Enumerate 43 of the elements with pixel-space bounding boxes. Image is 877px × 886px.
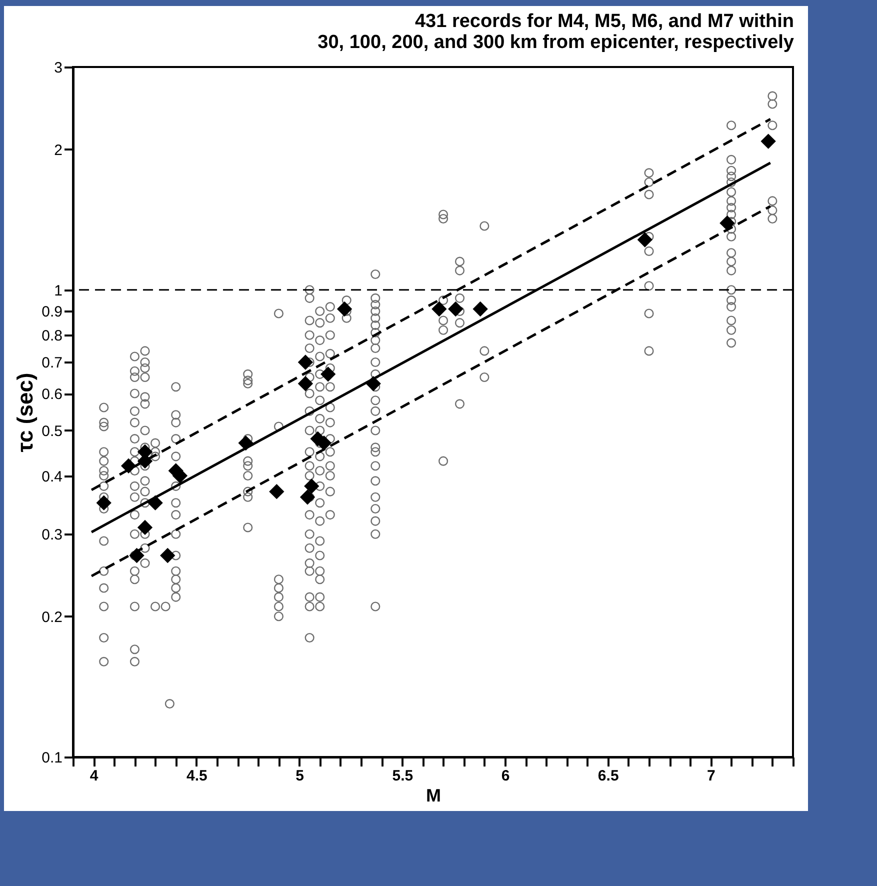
point (432, 301, 447, 317)
point (160, 548, 176, 564)
y-axis-title: τc (sec) (12, 372, 38, 452)
x-tick-label: 6.5 (598, 768, 619, 784)
y-tick-label: 0.2 (42, 608, 62, 626)
y-tick-label: 0.6 (42, 386, 62, 404)
y-tick-label: 0.1 (42, 750, 62, 766)
point (304, 478, 320, 494)
point (637, 232, 652, 248)
x-tick-label: 4.5 (186, 768, 208, 784)
y-tick-label: 3 (54, 60, 62, 76)
point (269, 484, 284, 500)
x-tick-label: 4 (90, 768, 99, 784)
point (320, 366, 336, 382)
y-tick-label: 0.4 (42, 468, 62, 486)
y-tick-label: 1 (54, 282, 62, 300)
chart-title: 431 records for M4, M5, M6, and M7 within 30, 100, 200, and 300 km from epicenter, respectively (318, 11, 794, 53)
point (472, 301, 488, 317)
point (448, 301, 464, 317)
x-tick-label: 5 (296, 768, 304, 784)
point (148, 495, 163, 510)
point (366, 376, 381, 392)
x-axis-title: M (426, 786, 441, 806)
point (760, 134, 776, 149)
point (129, 548, 144, 564)
y-tick-label: 0.3 (42, 526, 62, 544)
point (720, 215, 735, 231)
x-tick-label: 7 (707, 768, 716, 784)
point (96, 495, 112, 510)
point (298, 354, 314, 370)
y-tick-label: 0.5 (42, 422, 62, 440)
y-tick-label: 2 (54, 142, 62, 159)
x-tick-label: 6 (501, 768, 510, 784)
point (238, 435, 254, 451)
y-tick-label: 0.8 (42, 328, 62, 345)
point (298, 376, 314, 392)
point (137, 520, 153, 536)
point (300, 490, 316, 505)
y-tick-label: 0.9 (42, 304, 62, 321)
point (336, 301, 352, 317)
x-tick-label: 5.5 (392, 768, 414, 784)
y-tick-label: 0.7 (42, 354, 62, 372)
point (120, 458, 136, 474)
